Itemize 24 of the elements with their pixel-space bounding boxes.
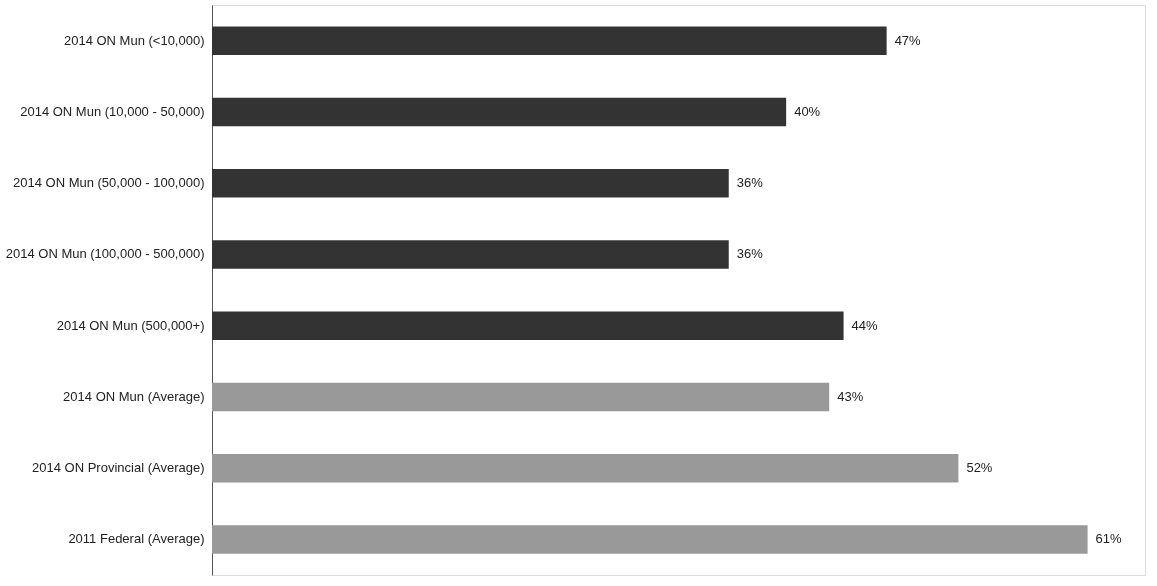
data-label: 47% [894,32,922,48]
data-label: 36% [736,246,764,262]
bar [212,525,1088,554]
data-label: 36% [736,175,764,191]
y-tick-label: 2014 ON Mun (500,000+) [56,317,205,333]
bar [212,382,830,412]
data-label: 40% [794,103,821,119]
data-label: 44% [851,317,879,333]
bar [212,311,844,340]
bar [212,168,729,198]
y-tick-label: 2014 ON Provincial (Average) [32,460,205,476]
bar [212,97,787,127]
y-tick-label: 2014 ON Mun (Average) [63,388,205,404]
bar [212,240,729,269]
y-tick-label: 2014 ON Mun (<10,000) [63,32,205,48]
data-label: 43% [837,388,864,404]
y-tick-label: 2014 ON Mun (10,000 - 50,000) [20,103,205,119]
bar [212,453,959,483]
data-label: 52% [966,460,993,476]
y-tick-label: 2011 Federal (Average) [68,531,205,547]
data-label: 61% [1095,531,1123,547]
bar [212,26,887,55]
y-tick-label: 2014 ON Mun (100,000 - 500,000) [5,246,205,262]
y-tick-label: 2014 ON Mun (50,000 - 100,000) [12,175,205,191]
